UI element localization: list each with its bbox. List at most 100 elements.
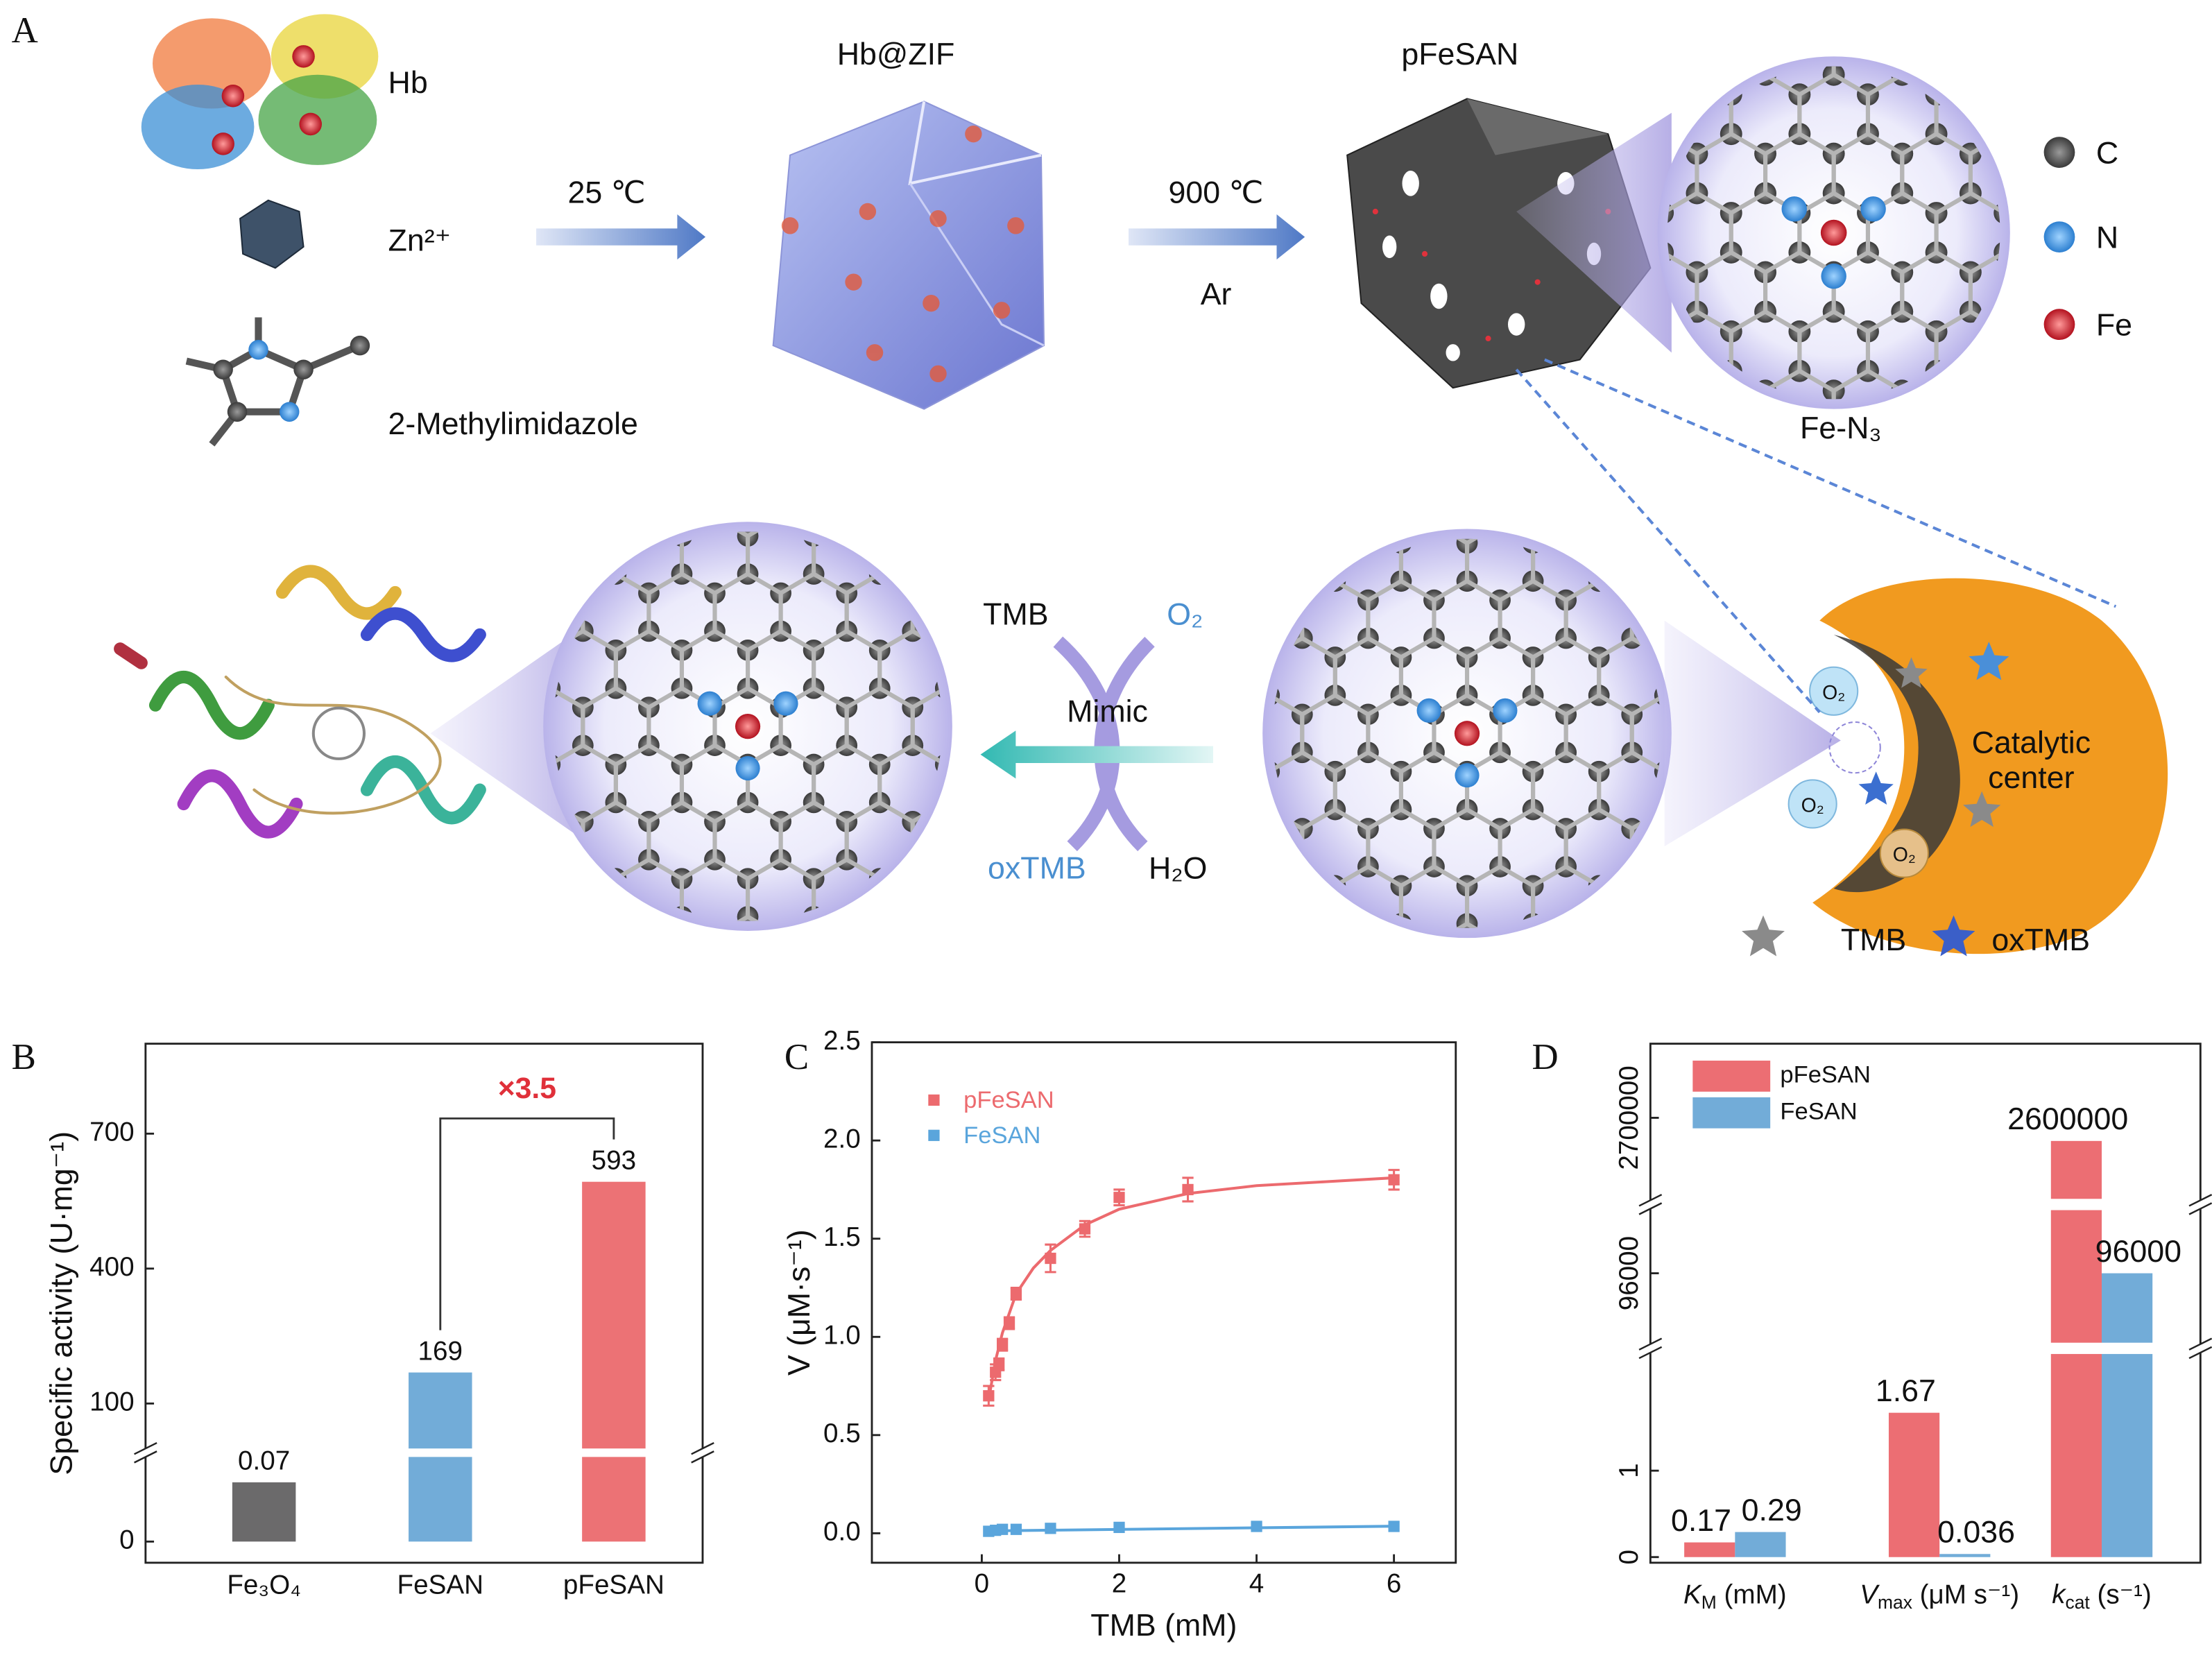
- value-label: 1.67: [1876, 1374, 1936, 1408]
- atom: [1454, 721, 1480, 746]
- bond: [1968, 131, 2000, 216]
- annotation: ×3.5: [498, 1072, 556, 1105]
- marker: [1079, 1223, 1091, 1235]
- legend-label: FeSAN: [963, 1122, 1040, 1149]
- legend-swatch: [1692, 1061, 1771, 1092]
- y-tick-label: 100: [89, 1387, 134, 1417]
- value-label: 2600000: [2007, 1102, 2128, 1136]
- x-tick-label: 4: [1249, 1569, 1264, 1599]
- legend-label: N: [2096, 221, 2118, 255]
- bar: [2101, 1273, 2153, 1343]
- y-tick-label: 1: [1614, 1463, 1644, 1478]
- axis-break: [134, 1450, 157, 1464]
- x-tick-label: pFeSAN: [563, 1570, 665, 1600]
- fit-line: [987, 1176, 1394, 1401]
- bar: [2050, 1140, 2102, 1199]
- atom: [773, 691, 798, 716]
- label: oxTMB: [988, 851, 1086, 885]
- label: O₂: [1167, 597, 1203, 631]
- label: Mimic: [1067, 695, 1148, 729]
- y-tick-label: 1.0: [823, 1320, 861, 1350]
- panel-label: C: [785, 1037, 809, 1077]
- zif-crystal: [772, 101, 1045, 410]
- y-tick-label: 0: [1614, 1550, 1644, 1564]
- arrow: [1129, 214, 1305, 260]
- label: H₂O: [1149, 851, 1207, 885]
- panel-label: A: [12, 10, 38, 51]
- marker: [997, 1523, 1009, 1535]
- axis-break: [2188, 1194, 2212, 1207]
- legend-label: TMB: [1841, 923, 1906, 957]
- atom: [1821, 263, 1846, 289]
- bond: [910, 685, 943, 767]
- marker: [1045, 1252, 1056, 1265]
- legend-atom: [2043, 309, 2075, 341]
- axis-frame: [144, 1043, 704, 1564]
- x-tick-label: KM (mM): [1683, 1580, 1787, 1613]
- y-tick-label: 2.5: [823, 1026, 861, 1056]
- bond: [1629, 807, 1662, 889]
- marker: [1251, 1521, 1262, 1532]
- category-unit: (mM): [1717, 1580, 1787, 1610]
- legend-label: pFeSAN: [1780, 1062, 1871, 1088]
- marker: [1113, 1192, 1125, 1204]
- label: Hb@ZIF: [837, 37, 955, 71]
- y-tick-label: 0.5: [823, 1419, 861, 1448]
- star: [1969, 642, 2009, 680]
- legend-label: C: [2096, 136, 2118, 170]
- atom: [1493, 698, 1518, 723]
- y-tick-label: 2.0: [823, 1124, 861, 1154]
- label: Fe-N₃: [1800, 411, 1882, 445]
- x-tick-label: Fe₃O₄: [227, 1570, 301, 1600]
- category-subscript: max: [1878, 1592, 1912, 1613]
- bar: [582, 1457, 646, 1542]
- x-tick-label: FeSAN: [397, 1570, 484, 1600]
- marker: [993, 1358, 1005, 1371]
- zinc-icon: [239, 199, 305, 269]
- y-tick-label: 0.0: [823, 1517, 861, 1547]
- charts: 01004007000.07Fe₃O₄169FeSAN593pFeSAN×3.5…: [45, 1026, 2212, 1643]
- bar: [2050, 1210, 2102, 1343]
- bond: [910, 800, 943, 882]
- marker: [1388, 1521, 1400, 1532]
- x-tick-label: 2: [1112, 1569, 1126, 1599]
- legend-label: Fe: [2096, 309, 2132, 343]
- atom: [735, 755, 760, 781]
- panel-label: B: [12, 1037, 36, 1077]
- bond: [1629, 692, 1662, 774]
- value-label: 96000: [2095, 1235, 2181, 1269]
- y-tick-label: 400: [89, 1252, 134, 1282]
- protein-icon: [114, 565, 486, 839]
- atom: [1781, 196, 1807, 222]
- legend-swatch: [1692, 1097, 1771, 1129]
- y-tick-label: 96000: [1614, 1236, 1644, 1310]
- hemoglobin-icon: [141, 14, 379, 169]
- value-label: 593: [592, 1145, 636, 1175]
- axis-break: [1638, 1202, 1663, 1215]
- legend-label: oxTMB: [1991, 923, 2090, 957]
- label: Catalytic: [1972, 726, 2091, 760]
- label: O₂: [1822, 682, 1845, 704]
- bar: [409, 1372, 472, 1449]
- axis-break: [2188, 1202, 2212, 1215]
- axis-break: [1638, 1194, 1663, 1207]
- value-label: 0.07: [238, 1446, 290, 1476]
- zoom-cone: [1516, 112, 1672, 353]
- atom: [1820, 219, 1847, 246]
- axis-frame: [871, 1041, 1457, 1564]
- star: [1858, 771, 1894, 805]
- bar: [1684, 1542, 1735, 1557]
- arrow: [980, 730, 1214, 779]
- x-tick-label: Vmax (μM s⁻¹): [1860, 1580, 2019, 1613]
- zoom-line: [1515, 368, 1821, 714]
- category-unit: (s⁻¹): [2090, 1580, 2152, 1610]
- methylimidazole-icon: [185, 317, 370, 447]
- marker: [983, 1390, 995, 1402]
- y-tick-label: 2700000: [1614, 1065, 1644, 1170]
- bar: [1735, 1532, 1786, 1557]
- axis-frame: [1649, 1043, 2202, 1564]
- label: O₂: [1801, 795, 1824, 817]
- category-symbol: k: [2052, 1580, 2066, 1610]
- atom: [697, 691, 722, 716]
- axis-break: [134, 1441, 157, 1455]
